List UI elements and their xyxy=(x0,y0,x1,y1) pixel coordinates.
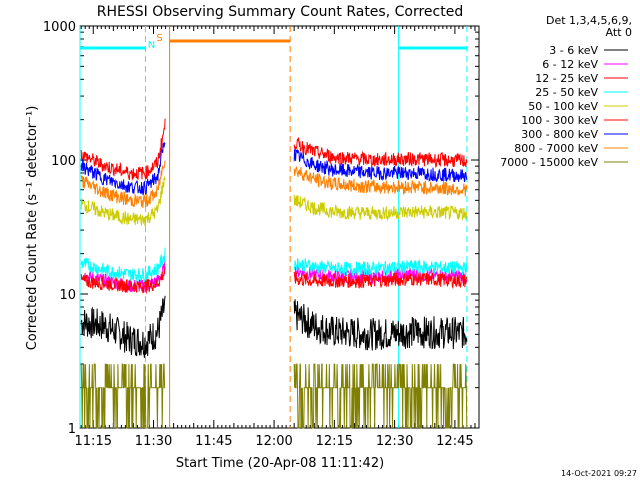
series-line xyxy=(80,118,166,181)
night-label: N xyxy=(148,40,155,51)
legend-entry-label: 12 - 25 keV xyxy=(535,72,598,85)
legend-entry-label: 3 - 6 keV xyxy=(549,44,598,57)
legend-entry-label: 7000 - 15000 keV xyxy=(500,156,598,169)
legend-entry-label: 6 - 12 keV xyxy=(542,58,598,71)
series-line xyxy=(293,137,468,169)
legend-entry-label: 800 - 7000 keV xyxy=(514,142,598,155)
saa-label: S xyxy=(156,33,162,44)
y-axis-label: Corrected Count Rate (s⁻¹ detector⁻¹) xyxy=(25,106,40,351)
chart-title: RHESSI Observing Summary Count Rates, Co… xyxy=(97,4,463,20)
series-line xyxy=(80,247,166,283)
series-line xyxy=(80,175,166,227)
y-tick-label: 1000 xyxy=(43,20,76,35)
series-line xyxy=(293,299,468,351)
series-line xyxy=(80,295,166,358)
x-tick-label: 11:30 xyxy=(135,434,172,449)
x-axis-label: Start Time (20-Apr-08 11:11:42) xyxy=(176,456,384,471)
legend-entry-label: 100 - 300 keV xyxy=(521,114,598,127)
x-tick-label: 12:00 xyxy=(255,434,292,449)
legend-entry-label: 50 - 100 keV xyxy=(528,100,598,113)
series-line xyxy=(80,363,166,429)
footer-date: 14-Oct-2021 09:27 xyxy=(561,469,637,478)
x-tick-label: 12:45 xyxy=(436,434,473,449)
series-line xyxy=(293,148,468,183)
series-line xyxy=(293,166,468,197)
x-tick-label: 11:15 xyxy=(75,434,112,449)
series-line xyxy=(293,363,468,429)
series-line xyxy=(293,194,468,222)
series-line xyxy=(80,266,166,295)
y-tick-label: 100 xyxy=(51,154,76,169)
y-tick-label: 10 xyxy=(59,288,76,303)
x-tick-label: 11:45 xyxy=(195,434,232,449)
x-tick-label: 12:15 xyxy=(316,434,353,449)
series-line xyxy=(293,258,468,277)
plot-area: 1 10 100 1000 11:15 11:30 11:45 12:00 12:15 12:30… xyxy=(43,20,480,449)
legend-entry-label: 25 - 50 keV xyxy=(535,86,598,99)
y-tick-label: 1 xyxy=(68,422,76,437)
series-line xyxy=(293,271,468,290)
x-tick-label: 12:30 xyxy=(376,434,413,449)
series-line xyxy=(80,141,166,196)
legend-entry-label: 300 - 800 keV xyxy=(521,128,598,141)
series-line xyxy=(80,160,166,209)
legend-header: Det 1,3,4,5,6,9, xyxy=(546,14,632,27)
legend-header: Att 0 xyxy=(606,26,632,39)
